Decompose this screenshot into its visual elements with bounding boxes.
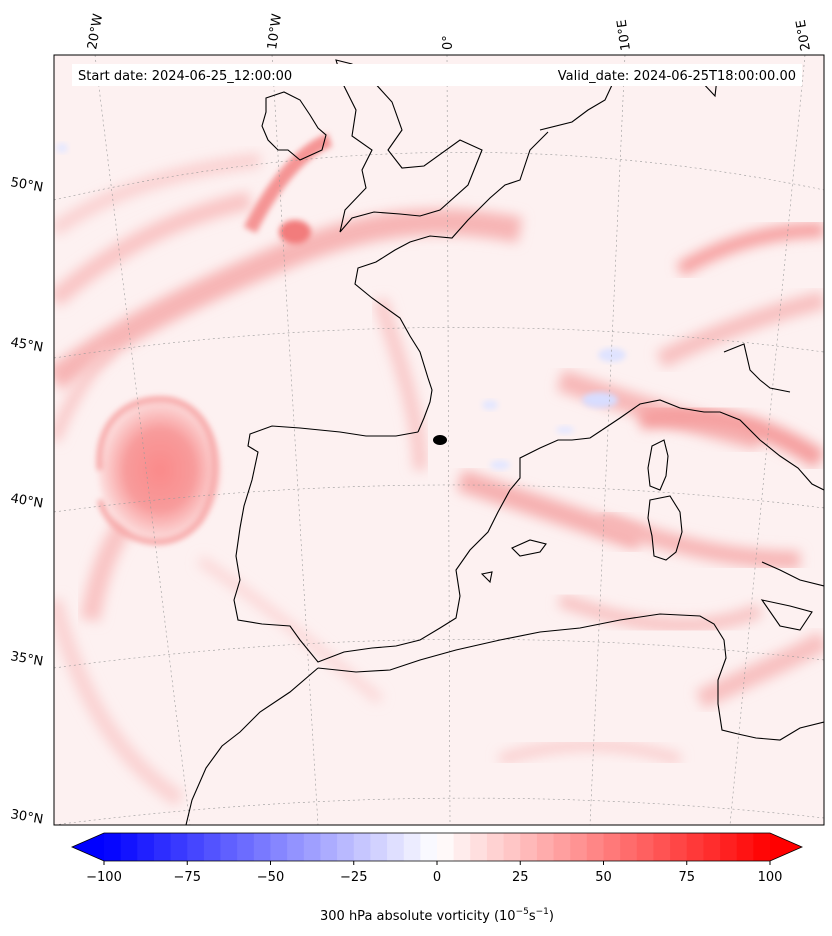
coast-britain [335,59,483,233]
colorbar-cell [536,833,554,861]
coast-ireland [261,91,327,161]
colorbar-cell [387,833,405,861]
colorbar-tick-label: −100 [86,870,122,885]
colorbar-cell [120,833,138,861]
vorticity-field [54,133,824,807]
colorbar-tick-label: 75 [678,870,695,885]
colorbar-cell [220,833,238,861]
location-marker [433,435,447,445]
colorbar-cell [104,833,122,861]
colorbar-cell [703,833,721,861]
colorbar-tick-label: −75 [174,870,201,885]
colorbar-cell [403,833,421,861]
coastlines [185,59,824,825]
colorbar-cell [303,833,321,861]
graticule [54,55,824,825]
colorbar-tick-label: 0 [433,870,441,885]
colorbar-cell [437,833,455,861]
colorbar-tick-label: 50 [595,870,612,885]
colorbar-cell [420,833,438,861]
colorbar-label: 300 hPa absolute vorticity (10−5s−1) [320,907,554,924]
colorbar-cell [736,833,754,861]
colorbar-cell [520,833,538,861]
lon-label-20w: 20°W [85,13,106,51]
colorbar-cell [586,833,604,861]
coast-iberia [233,425,603,663]
lat-label-35n: 35°N [9,649,44,669]
lon-label-10w: 10°W [265,13,285,51]
colorbar-max-extend [770,833,802,861]
lon-label-0: 0° [441,35,456,50]
colorbar-cell [653,833,671,861]
colorbar-cell [453,833,471,861]
colorbar-cell [287,833,305,861]
colorbar-cell [270,833,288,861]
colorbar-ticks: −100 −75 −50 −25 0 25 50 75 100 [86,861,782,885]
coast-italy [601,343,824,587]
colorbar-tick-label: 100 [758,870,783,885]
lon-label-10e: 10°E [615,18,634,51]
vortex-core [98,398,222,542]
colorbar-cell [170,833,188,861]
map-frame [53,54,825,826]
colorbar-cell [603,833,621,861]
colorbar-cell [153,833,171,861]
valid-date-label: Valid_date: 2024-06-25T18:00:00.00 [558,69,796,84]
coast-africa [185,613,824,825]
map-panel: Start date: 2024-06-25_12:00:00 Valid_da… [53,54,825,826]
coast-balearics [480,539,547,584]
colorbar-cell [337,833,355,861]
colorbar-cell [686,833,704,861]
colorbar-cell [203,833,221,861]
lat-label-30n: 30°N [9,807,44,827]
latitude-labels: 50°N 45°N 40°N 35°N 30°N [9,175,44,827]
coast-sardinia [647,495,683,561]
colorbar-cell [720,833,738,861]
colorbar-tick-label: −50 [257,870,284,885]
colorbar-cell [553,833,571,861]
coast-corsica [647,439,669,491]
colorbar-cell [370,833,388,861]
colorbar-cell [503,833,521,861]
lon-label-20e: 20°E [794,19,814,52]
colorbar-cell [486,833,504,861]
colorbar-cell [187,833,205,861]
colorbar-cell [320,833,338,861]
colorbar-min-extend [72,833,104,861]
lat-label-45n: 45°N [9,335,44,355]
colorbar-cell [636,833,654,861]
colorbar-cells [104,833,771,861]
lat-label-40n: 40°N [9,491,44,511]
colorbar-cell [470,833,488,861]
header-band [72,64,802,86]
colorbar-cell [570,833,588,861]
colorbar-cell [670,833,688,861]
colorbar: −100 −75 −50 −25 0 25 50 75 100 300 hPa absolute… [71,832,803,924]
colorbar-cell [353,833,371,861]
colorbar-cell [237,833,255,861]
colorbar-cell [753,833,771,861]
start-date-label: Start date: 2024-06-25_12:00:00 [78,69,292,84]
colorbar-cell [137,833,155,861]
colorbar-tick-label: 25 [512,870,529,885]
colorbar-tick-label: −25 [340,870,367,885]
longitude-labels: 20°W 10°W 0° 10°E 20°E [85,13,814,52]
colorbar-cell [620,833,638,861]
coast-sicily [760,599,813,631]
lat-label-50n: 50°N [9,175,44,195]
colorbar-cell [253,833,271,861]
